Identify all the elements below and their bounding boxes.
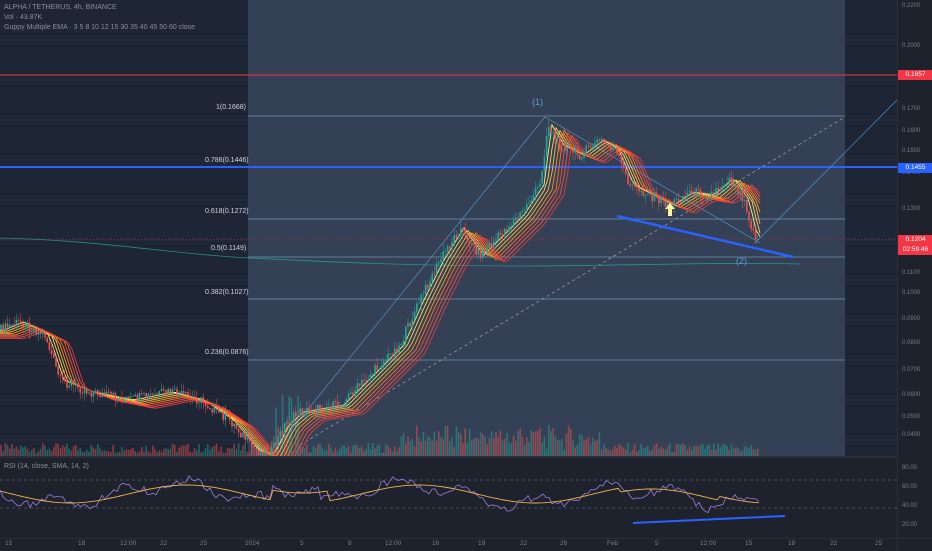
wave-1-label: (1) (532, 97, 543, 107)
left-shaded-area (0, 0, 248, 456)
rsi-tick: 80.00 (902, 465, 918, 471)
price-tick: 0.1400 (902, 170, 921, 176)
trendlines[interactable] (269, 99, 897, 457)
symbol-line[interactable]: ALPHA / TETHERUS, 4h, BINANCE (4, 4, 117, 11)
price-tag-current: 0.1204 (898, 235, 932, 245)
time-tick: 22 (160, 540, 168, 547)
time-tick: 15 (745, 540, 753, 547)
ema-line (0, 132, 761, 459)
fib-label-0786: 0.786(0.1446) (205, 157, 249, 164)
candles (0, 120, 759, 466)
ema-line (0, 126, 761, 457)
time-tick: 5 (655, 540, 659, 547)
rsi-legend[interactable]: RSI (14, close, SMA, 14, 2) (4, 463, 89, 470)
rsi-scale[interactable]: 80.00 60.00 40.00 20.00 (897, 458, 932, 538)
guppy-ema-ribbon (0, 123, 761, 463)
price-tag-blue: 0.1455 (898, 163, 932, 173)
time-tick: 18 (788, 540, 796, 547)
time-axis[interactable]: 15 18 12:00 22 25 2024 5 8 12:00 16 19 22 26 Feb 5 12:0… (0, 538, 897, 551)
highlight-range (248, 0, 845, 456)
time-tick: 12:00 (120, 540, 137, 547)
time-tick: 26 (560, 540, 568, 547)
price-tick: 0.0800 (902, 340, 921, 346)
chart-legend: ALPHA / TETHERUS, 4h, BINANCE Vol · 43.8… (4, 3, 195, 33)
price-tick: 0.0500 (902, 414, 921, 420)
time-tick: 19 (478, 540, 486, 547)
time-tick: 12:00 (385, 540, 402, 547)
ema-line (0, 128, 761, 460)
rsi-line (0, 475, 760, 514)
price-tick: 0.0600 (902, 392, 921, 398)
price-tick: 0.0400 (902, 432, 921, 438)
up-arrow-icon (665, 203, 675, 216)
time-tick: 16 (432, 540, 440, 547)
right-shaded-area (845, 0, 897, 456)
volume-legend[interactable]: Vol · 43.87K (4, 14, 43, 21)
ema-line (0, 134, 761, 463)
price-tick: 0.2000 (902, 43, 921, 49)
fib-label-0382: 0.382(0.1027) (205, 289, 249, 296)
rsi-tick: 60.00 (902, 484, 918, 490)
price-tick: 0.1700 (902, 106, 921, 112)
price-chart[interactable] (0, 0, 897, 538)
time-tick: Feb (607, 540, 619, 547)
fib-label-1: 1(0.1668) (216, 104, 246, 111)
time-tick: 25 (200, 540, 208, 547)
time-tick: 2024 (245, 540, 260, 547)
fib-label-0618: 0.618(0.1272) (205, 208, 249, 215)
rsi-divergence-line[interactable] (632, 515, 786, 524)
rsi-pane-background (0, 458, 897, 538)
price-tick: 0.1300 (902, 206, 921, 212)
time-tick: 12:00 (700, 540, 717, 547)
price-tick: 0.1000 (902, 290, 921, 296)
ema-line (0, 137, 761, 463)
price-tick: 0.2200 (902, 3, 921, 9)
volume-bars (0, 394, 759, 456)
rsi-ma-line (0, 484, 760, 504)
base-ma-line (0, 237, 801, 267)
price-scale[interactable]: 0.22000.20000.18000.17000.16000.15000.14… (897, 0, 932, 456)
time-tick: 15 (5, 540, 13, 547)
axis-corner (897, 538, 932, 551)
rsi-tick: 40.00 (902, 503, 918, 509)
time-tick: 5 (300, 540, 304, 547)
countdown-tag: 02:59:46 (898, 245, 932, 255)
ema-line (0, 131, 761, 462)
time-tick: 18 (78, 540, 86, 547)
price-tag-red: 0.1857 (898, 70, 932, 80)
ema-line (0, 129, 761, 458)
time-tick: 22 (520, 540, 528, 547)
fib-label-05: 0.5(0.1149) (211, 245, 247, 252)
price-tick: 0.0700 (902, 367, 921, 373)
time-tick: 25 (875, 540, 883, 547)
rsi-tick: 20.00 (902, 522, 918, 528)
support-trendline[interactable] (616, 214, 794, 259)
wave-2-label: (2) (736, 256, 747, 266)
price-tick: 0.1100 (902, 270, 920, 276)
ema-legend[interactable]: Guppy Multiple EMA · 3 5 8 10 12 15 30 3… (4, 24, 196, 31)
time-tick: 22 (830, 540, 838, 547)
price-tick: 0.1600 (902, 128, 921, 134)
price-tick: 0.1500 (902, 148, 921, 154)
time-tick: 8 (348, 540, 352, 547)
fib-label-0236: 0.236(0.0876) (205, 349, 249, 356)
price-tick: 0.0900 (902, 316, 921, 322)
